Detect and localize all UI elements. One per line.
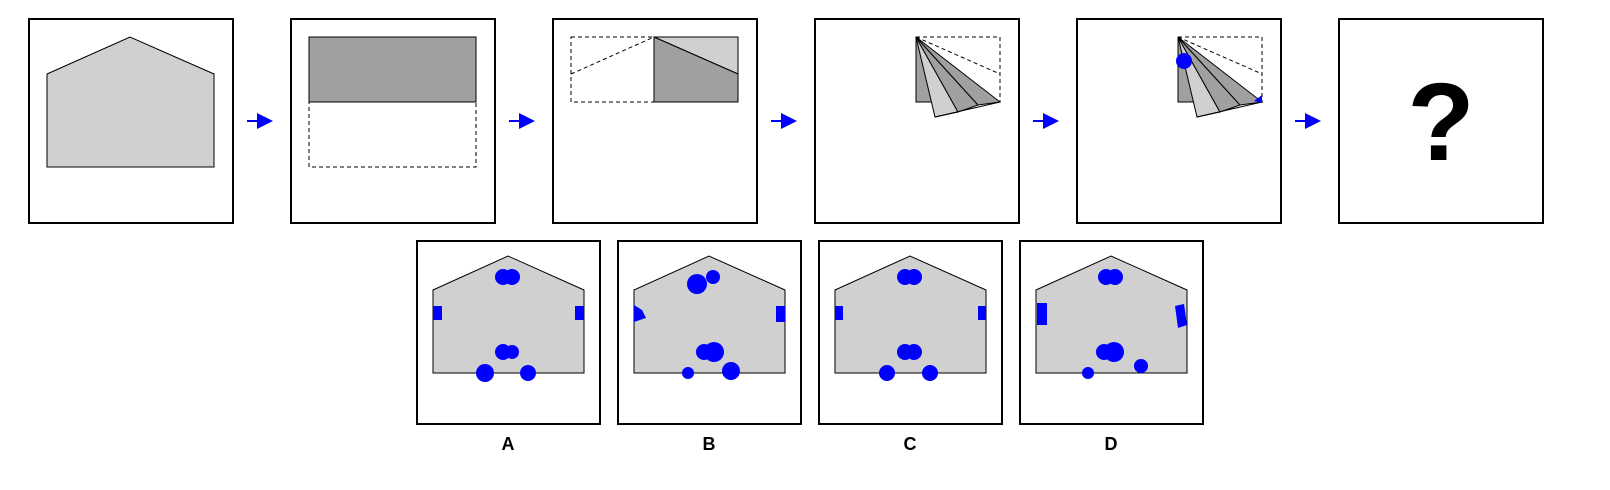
fan-layer-4 — [915, 36, 1002, 106]
fold-ghost-diagonal — [915, 36, 1001, 75]
house-paper — [834, 255, 987, 374]
step-4-panel — [814, 18, 1020, 224]
option-label-d[interactable]: D — [1104, 434, 1118, 454]
folded-layer-bottom — [653, 36, 739, 103]
house-paper — [46, 36, 215, 168]
punch-hole — [1176, 53, 1192, 69]
fold-ghost — [308, 101, 477, 168]
fold-ghost-diagonal — [1177, 36, 1263, 75]
step-5-panel — [1076, 18, 1282, 224]
fold-ghost-diagonal — [570, 36, 655, 75]
step-3-panel — [552, 18, 758, 224]
punch-holes — [634, 270, 785, 380]
punch-holes — [433, 269, 584, 382]
punch-holes — [1037, 269, 1187, 379]
house-paper — [1035, 255, 1188, 374]
question-mark: ? — [1407, 61, 1474, 184]
option-label-a[interactable]: A — [501, 434, 515, 454]
folded-layer — [308, 36, 477, 103]
option-c-card[interactable] — [818, 240, 1003, 425]
fan-layer-4 — [1177, 36, 1264, 106]
option-label-b[interactable]: B — [702, 434, 716, 454]
option-a-card[interactable] — [416, 240, 601, 425]
option-d-card[interactable] — [1019, 240, 1204, 425]
panel-frame — [1338, 18, 1544, 224]
house-paper — [633, 255, 786, 374]
punch-notch — [1254, 95, 1262, 103]
step-6-panel: ? — [1338, 18, 1544, 224]
option-label-c[interactable]: C — [903, 434, 917, 454]
step-1-panel — [28, 18, 234, 224]
punch-holes — [835, 269, 986, 381]
step-2-panel — [290, 18, 496, 224]
house-paper — [432, 255, 585, 374]
option-b-card[interactable] — [617, 240, 802, 425]
